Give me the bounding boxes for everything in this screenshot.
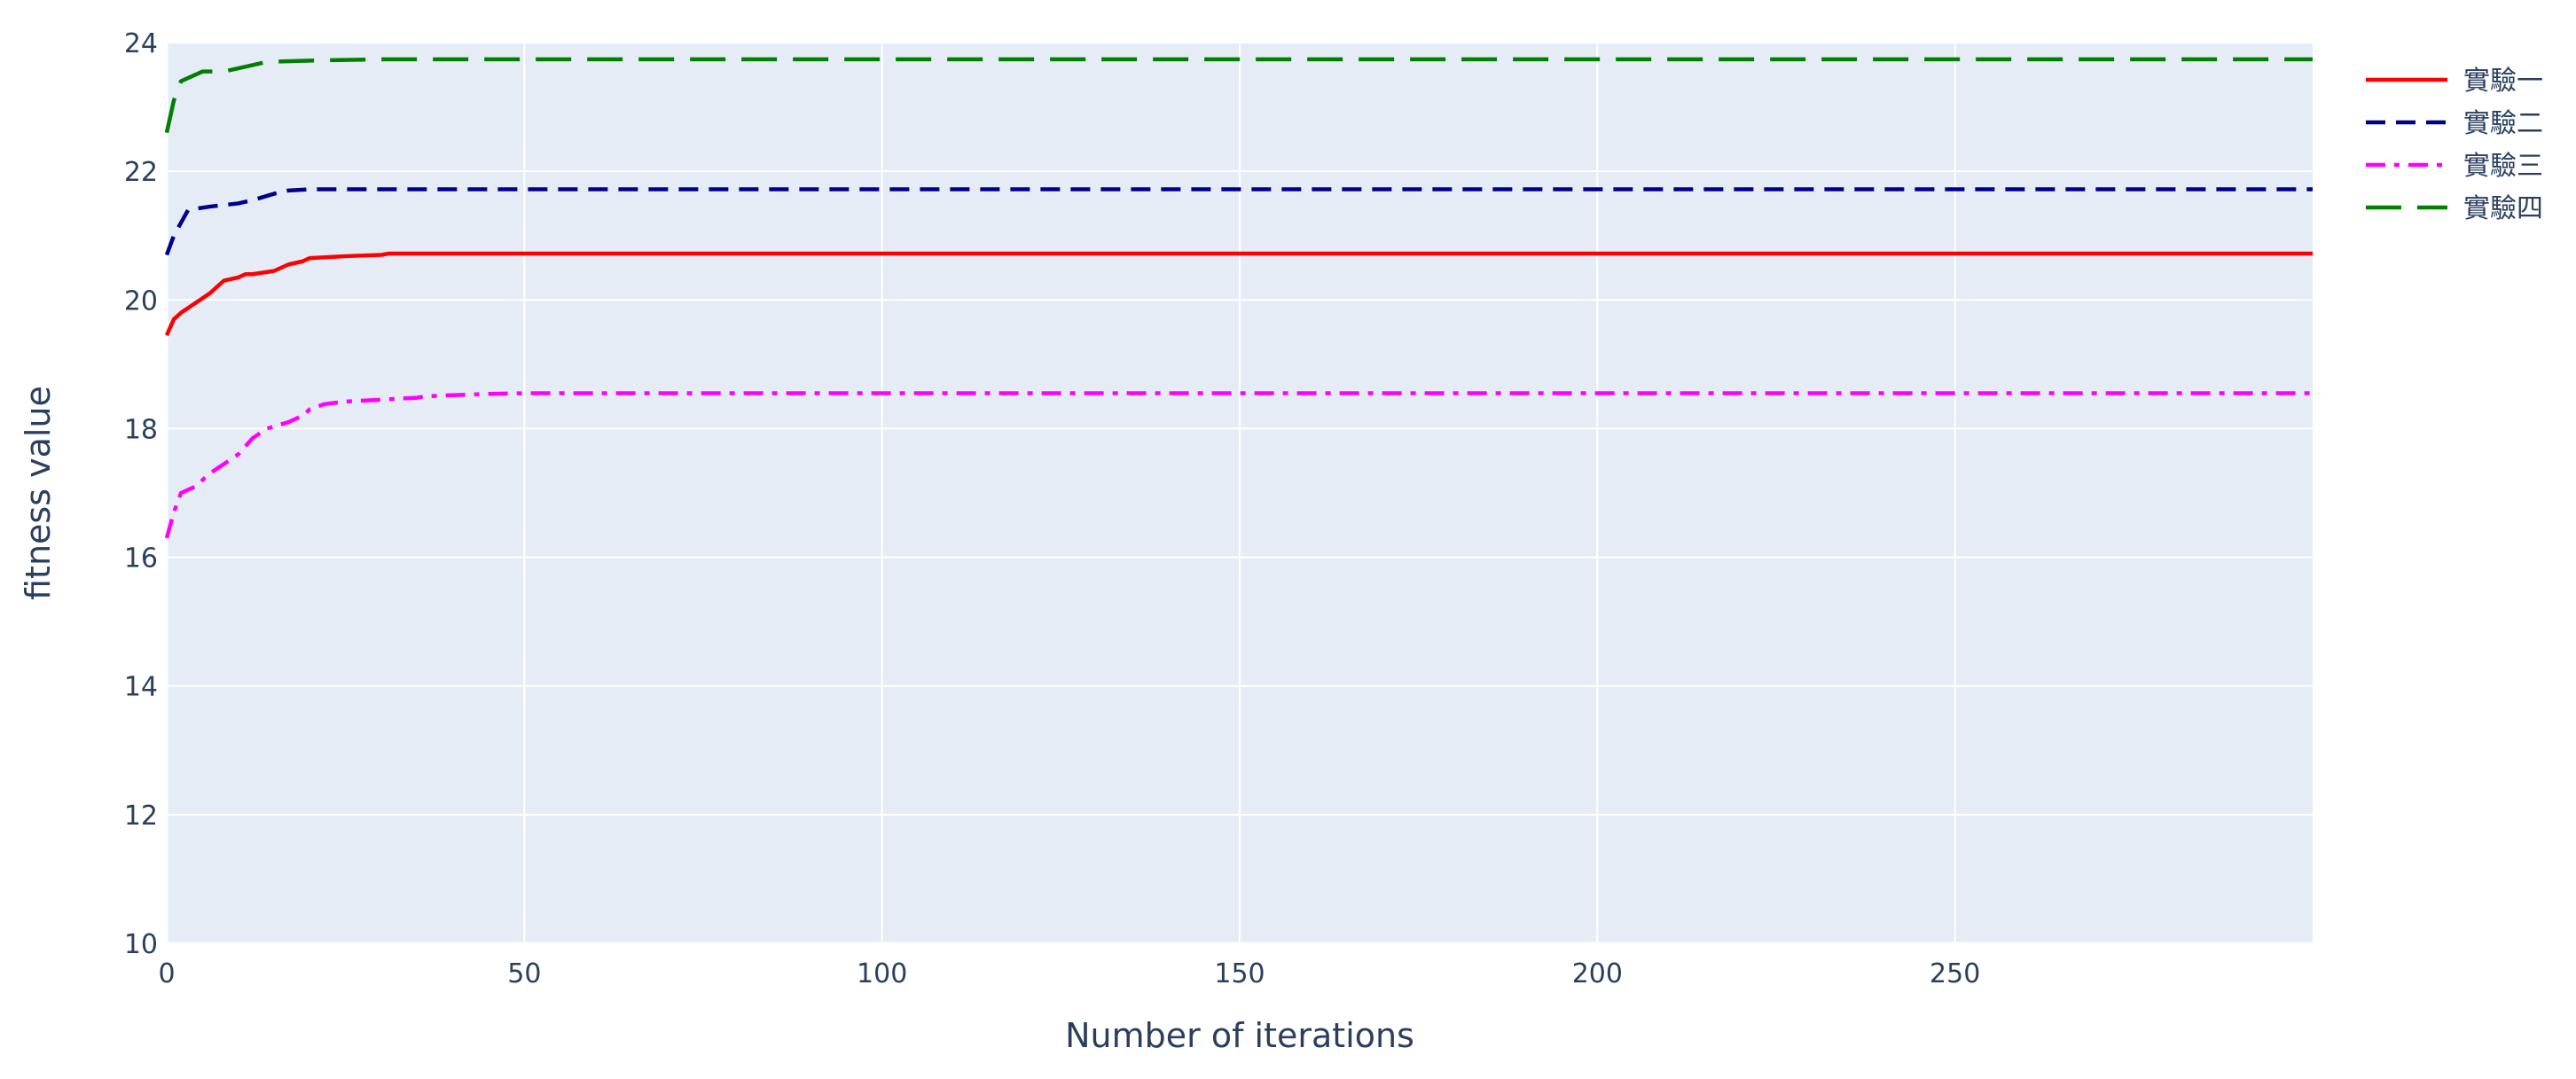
x-axis-title: Number of iterations [1065,1016,1414,1055]
y-tick-label: 14 [124,672,158,703]
y-axis-title: fitness value [19,386,58,600]
y-tick-label: 20 [124,285,158,317]
y-tick-label: 12 [124,801,158,832]
legend-label-3: 實驗三 [2463,151,2543,182]
x-tick-label: 0 [158,958,175,989]
tick-labels: 0 50 100 150 200 250 10 12 14 16 18 20 22 24 [124,28,1980,989]
y-tick-label: 10 [124,929,158,960]
y-tick-label: 22 [124,157,158,188]
series-line-4 [164,57,2313,134]
series-line-1 [164,251,2313,337]
x-tick-label: 150 [1214,958,1265,989]
x-tick-label: 200 [1572,958,1623,989]
gridlines [165,42,2313,945]
legend-label-4: 實驗四 [2463,193,2543,224]
x-tick-label: 100 [857,958,907,989]
series-layer [164,57,2313,539]
y-tick-label: 16 [124,543,158,575]
legend-label-2: 實驗二 [2463,108,2543,139]
x-tick-label: 50 [507,958,541,989]
y-tick-label: 24 [124,28,158,59]
legend-label-1: 實驗一 [2463,66,2543,97]
series-line-2 [164,187,2313,256]
x-tick-label: 250 [1930,958,1980,989]
y-tick-label: 18 [124,414,158,445]
